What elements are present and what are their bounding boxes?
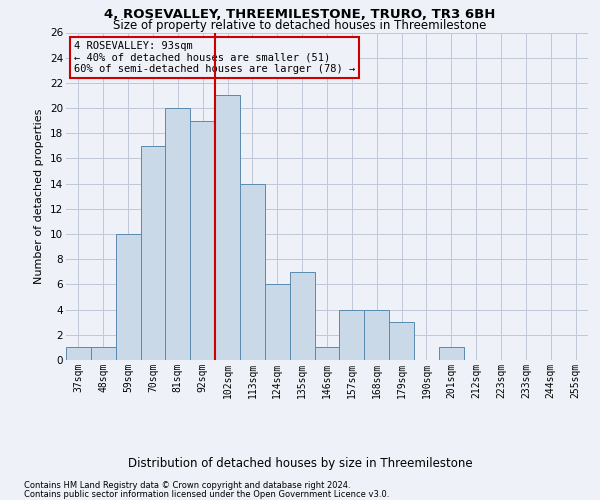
Text: Contains public sector information licensed under the Open Government Licence v3: Contains public sector information licen… (24, 490, 389, 499)
Bar (290, 272, 314, 360)
Text: Contains HM Land Registry data © Crown copyright and database right 2024.: Contains HM Land Registry data © Crown c… (24, 481, 350, 490)
Text: Distribution of detached houses by size in Threemilestone: Distribution of detached houses by size … (128, 458, 472, 470)
Text: Size of property relative to detached houses in Threemilestone: Size of property relative to detached ho… (113, 19, 487, 32)
Bar (265, 284, 290, 360)
Text: 4, ROSEVALLEY, THREEMILESTONE, TRURO, TR3 6BH: 4, ROSEVALLEY, THREEMILESTONE, TRURO, TR… (104, 8, 496, 20)
Bar (340, 310, 364, 360)
Bar (166, 108, 190, 360)
Bar (91, 348, 116, 360)
Bar (439, 348, 464, 360)
Bar (240, 184, 265, 360)
Bar (190, 120, 215, 360)
Bar (66, 348, 91, 360)
Text: 4 ROSEVALLEY: 93sqm
← 40% of detached houses are smaller (51)
60% of semi-detach: 4 ROSEVALLEY: 93sqm ← 40% of detached ho… (74, 40, 355, 74)
Bar (314, 348, 340, 360)
Bar (140, 146, 166, 360)
Bar (389, 322, 414, 360)
Bar (364, 310, 389, 360)
Y-axis label: Number of detached properties: Number of detached properties (34, 108, 44, 284)
Bar (116, 234, 140, 360)
Bar (215, 96, 240, 360)
